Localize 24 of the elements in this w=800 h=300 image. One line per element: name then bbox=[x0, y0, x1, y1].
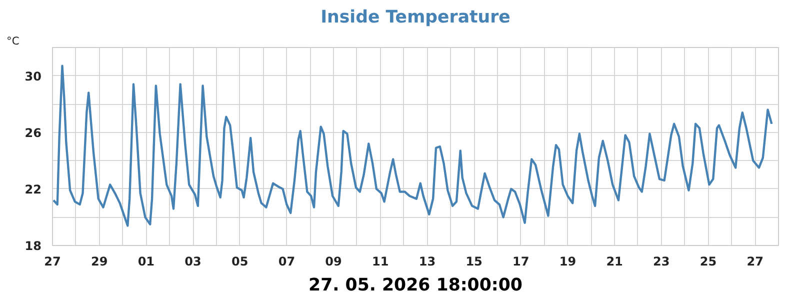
x-tick-label: 05 bbox=[232, 254, 248, 268]
y-axis-title: °C bbox=[6, 34, 20, 48]
x-tick-label: 21 bbox=[606, 254, 623, 268]
x-tick-label: 29 bbox=[90, 254, 108, 268]
y-tick-label: 22 bbox=[24, 182, 42, 196]
y-tick-label: 30 bbox=[24, 69, 42, 84]
line-series bbox=[52, 64, 773, 227]
chart-title: Inside Temperature bbox=[320, 8, 510, 28]
x-tick-label: 17 bbox=[512, 254, 530, 268]
x-tick-label: 03 bbox=[184, 254, 202, 268]
x-tick-label: 11 bbox=[372, 254, 389, 268]
x-tick-label: 23 bbox=[653, 254, 670, 268]
x-tick-label: 19 bbox=[559, 254, 576, 268]
x-tick-label: 25 bbox=[700, 254, 717, 268]
x-tick-label: 27 bbox=[44, 254, 61, 268]
x-tick-label: 07 bbox=[278, 254, 296, 268]
x-tick-label: 09 bbox=[325, 254, 342, 268]
x-tick-label: 13 bbox=[418, 254, 436, 268]
x-tick-label: 01 bbox=[138, 254, 155, 268]
text: 27. 05. 2026 18:00:00 bbox=[308, 276, 522, 296]
y-tick-label: 26 bbox=[24, 126, 42, 140]
y-tick-label: 18 bbox=[24, 239, 42, 253]
x-tick-label: 27 bbox=[746, 254, 764, 268]
x-tick-label: 15 bbox=[466, 254, 482, 268]
